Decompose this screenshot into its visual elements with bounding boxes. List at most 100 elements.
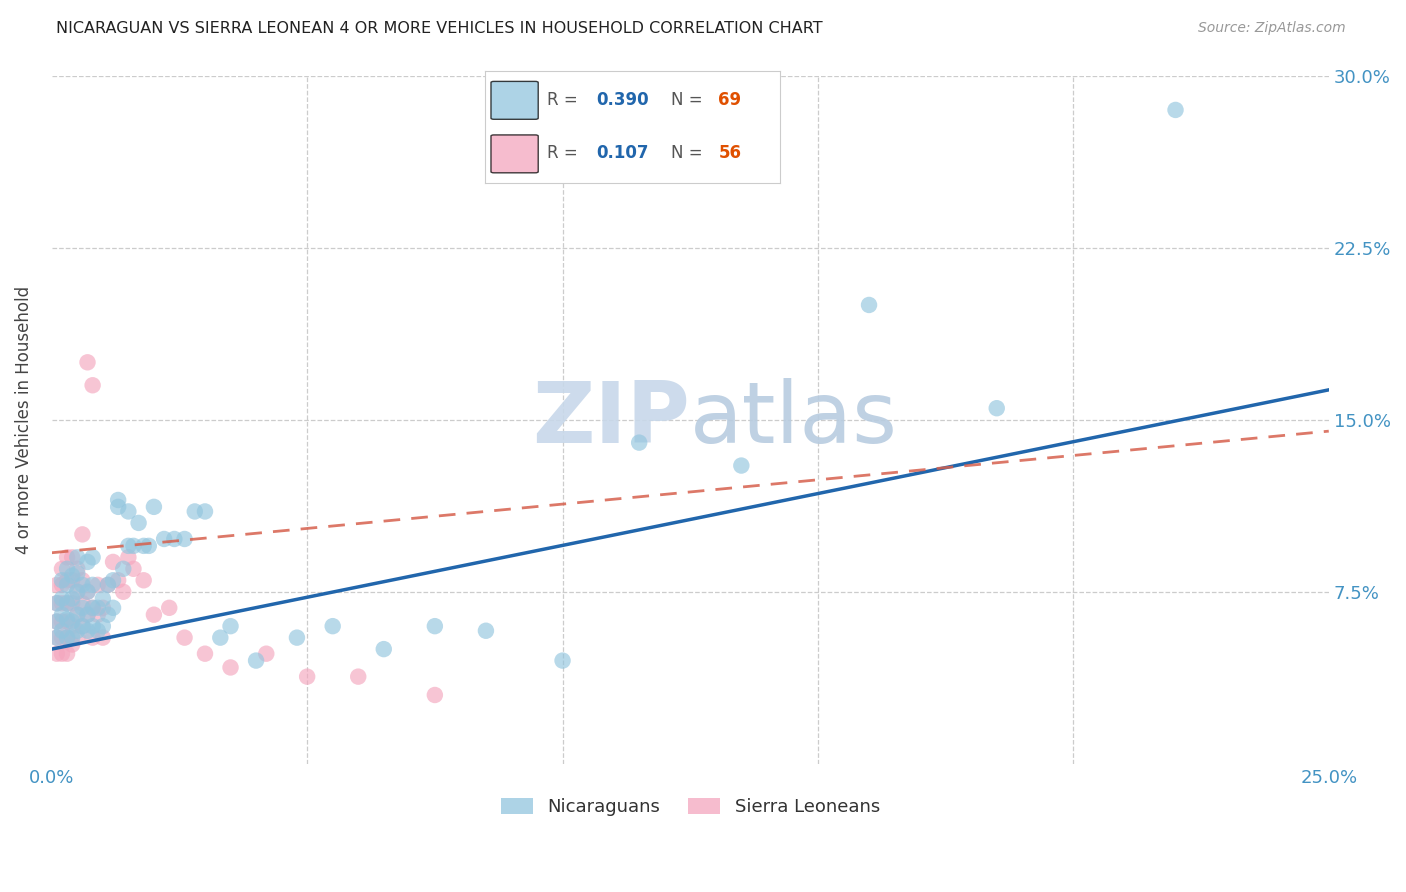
Point	[91, 600, 114, 615]
Point	[87, 578, 110, 592]
Point	[730, 458, 752, 473]
Point	[56, 647, 79, 661]
Point	[219, 660, 242, 674]
Point	[56, 612, 79, 626]
Point	[51, 596, 73, 610]
Text: ZIP: ZIP	[533, 378, 690, 461]
Point	[97, 578, 120, 592]
Point	[373, 642, 395, 657]
Text: N =: N =	[671, 145, 703, 162]
Point	[117, 504, 139, 518]
Point	[56, 562, 79, 576]
Point	[72, 596, 94, 610]
Text: N =: N =	[671, 91, 703, 109]
Point	[107, 500, 129, 514]
Point	[56, 596, 79, 610]
Point	[82, 631, 104, 645]
Point	[132, 574, 155, 588]
Point	[107, 574, 129, 588]
Point	[82, 619, 104, 633]
Point	[60, 550, 83, 565]
Point	[295, 670, 318, 684]
FancyBboxPatch shape	[491, 135, 538, 173]
Point	[56, 578, 79, 592]
Point	[101, 574, 124, 588]
Point	[66, 566, 89, 581]
Point	[91, 631, 114, 645]
Point	[45, 631, 67, 645]
Point	[254, 647, 277, 661]
Point	[91, 619, 114, 633]
Point	[101, 600, 124, 615]
Point	[112, 562, 135, 576]
Point	[82, 600, 104, 615]
Point	[56, 631, 79, 645]
Point	[51, 615, 73, 629]
Point	[97, 607, 120, 622]
Point	[97, 578, 120, 592]
Point	[322, 619, 344, 633]
Point	[56, 631, 79, 645]
Point	[45, 578, 67, 592]
FancyBboxPatch shape	[491, 81, 538, 120]
Point	[347, 670, 370, 684]
Point	[87, 607, 110, 622]
Point	[209, 631, 232, 645]
Point	[76, 355, 98, 369]
Point	[153, 532, 176, 546]
Point	[194, 504, 217, 518]
Point	[76, 624, 98, 638]
Point	[66, 550, 89, 565]
Point	[72, 574, 94, 588]
Point	[138, 539, 160, 553]
Point	[76, 607, 98, 622]
Point	[475, 624, 498, 638]
Text: 56: 56	[718, 145, 741, 162]
Point	[60, 591, 83, 606]
Point	[423, 619, 446, 633]
Point	[51, 624, 73, 638]
Point	[56, 550, 79, 565]
Point	[51, 631, 73, 645]
Point	[122, 562, 145, 576]
Point	[60, 631, 83, 645]
Y-axis label: 4 or more Vehicles in Household: 4 or more Vehicles in Household	[15, 285, 32, 554]
Text: Source: ZipAtlas.com: Source: ZipAtlas.com	[1198, 21, 1346, 35]
Point	[51, 607, 73, 622]
Point	[128, 516, 150, 530]
Point	[163, 532, 186, 546]
Point	[76, 555, 98, 569]
Point	[45, 631, 67, 645]
Point	[423, 688, 446, 702]
Point	[66, 562, 89, 576]
Point	[66, 584, 89, 599]
Point	[66, 624, 89, 638]
Point	[66, 607, 89, 622]
Point	[56, 615, 79, 629]
Point	[56, 574, 79, 588]
Point	[60, 568, 83, 582]
Point	[76, 584, 98, 599]
Legend: Nicaraguans, Sierra Leoneans: Nicaraguans, Sierra Leoneans	[494, 791, 887, 823]
Point	[51, 574, 73, 588]
Point	[45, 647, 67, 661]
Point	[173, 631, 195, 645]
Point	[82, 600, 104, 615]
Text: atlas: atlas	[690, 378, 898, 461]
Point	[51, 591, 73, 606]
Point	[72, 527, 94, 541]
Text: NICARAGUAN VS SIERRA LEONEAN 4 OR MORE VEHICLES IN HOUSEHOLD CORRELATION CHART: NICARAGUAN VS SIERRA LEONEAN 4 OR MORE V…	[56, 21, 823, 36]
Point	[107, 493, 129, 508]
Point	[157, 600, 180, 615]
Point	[858, 298, 880, 312]
Point	[132, 539, 155, 553]
Point	[45, 615, 67, 629]
Point	[112, 584, 135, 599]
Point	[76, 584, 98, 599]
Point	[986, 401, 1008, 416]
Point	[72, 600, 94, 615]
Point	[72, 578, 94, 592]
Point	[173, 532, 195, 546]
Point	[51, 562, 73, 576]
Point	[45, 615, 67, 629]
